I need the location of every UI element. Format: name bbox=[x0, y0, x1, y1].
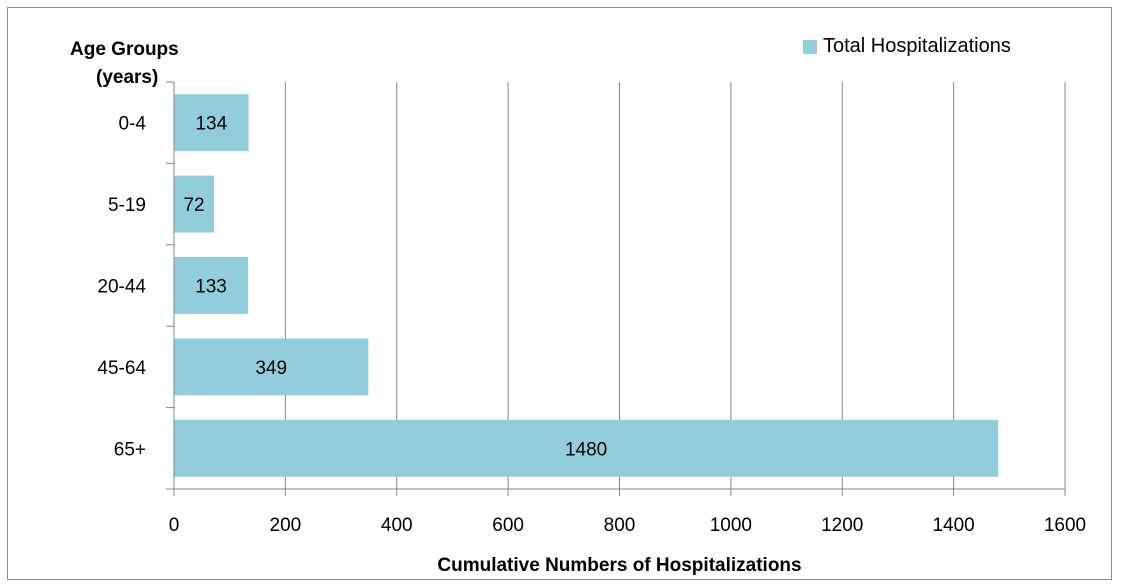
bar-45-64 bbox=[174, 338, 369, 396]
y-tick-label-5-19: 5-19 bbox=[108, 195, 146, 216]
bar-65+ bbox=[174, 419, 999, 477]
x-tick-label-200: 200 bbox=[270, 515, 302, 536]
x-tick-label-1000: 1000 bbox=[710, 515, 752, 536]
x-tick-label-800: 800 bbox=[604, 515, 636, 536]
bar-0-4 bbox=[174, 94, 249, 152]
x-tick-label-400: 400 bbox=[381, 515, 413, 536]
y-tick-label-65+: 65+ bbox=[114, 439, 146, 460]
chart-title-line-2: (years) bbox=[96, 67, 159, 88]
chart-title-line-1: Age Groups bbox=[70, 39, 179, 60]
legend-swatch bbox=[803, 39, 817, 54]
x-tick-label-1400: 1400 bbox=[932, 515, 974, 536]
data-label-0-4: 134 bbox=[195, 114, 227, 135]
y-tick-label-20-44: 20-44 bbox=[97, 277, 146, 298]
bar-20-44 bbox=[174, 257, 249, 314]
x-axis-title: Cumulative Numbers of Hospitalizations bbox=[437, 555, 801, 576]
x-tick-label-1200: 1200 bbox=[821, 515, 863, 536]
legend-label: Total Hospitalizations bbox=[823, 35, 1011, 57]
data-label-45-64: 349 bbox=[255, 358, 287, 379]
data-label-20-44: 133 bbox=[195, 277, 227, 298]
x-tick-label-0: 0 bbox=[169, 515, 180, 536]
x-tick-label-600: 600 bbox=[492, 515, 524, 536]
data-label-65+: 1480 bbox=[565, 439, 607, 460]
y-tick-label-45-64: 45-64 bbox=[97, 358, 146, 379]
y-tick-label-0-4: 0-4 bbox=[119, 114, 147, 135]
legend: Total Hospitalizations bbox=[803, 35, 1011, 58]
bar-5-19 bbox=[174, 175, 215, 233]
chart-title: Age Groups (years) bbox=[70, 36, 200, 92]
data-label-5-19: 72 bbox=[183, 195, 204, 216]
x-tick-label-1600: 1600 bbox=[1044, 515, 1086, 536]
